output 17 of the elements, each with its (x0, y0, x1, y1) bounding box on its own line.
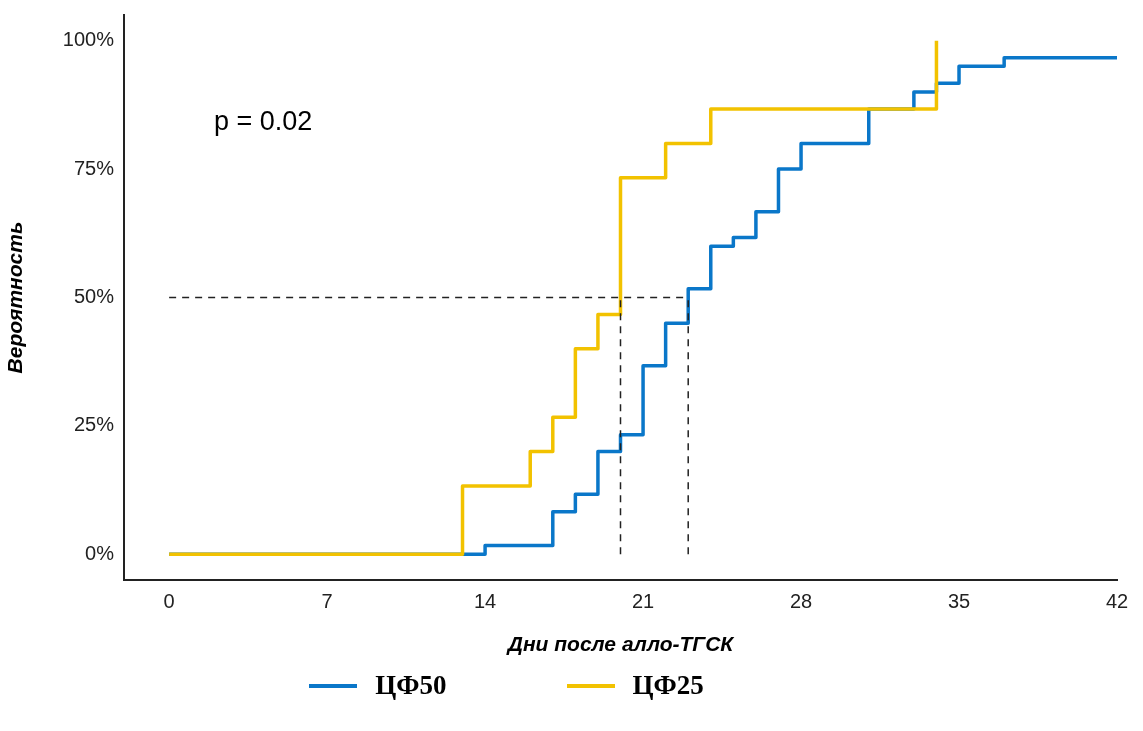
x-tick-label: 14 (473, 589, 497, 612)
y-tick-label: 100% (62, 28, 115, 51)
x-tick-label: 0 (163, 589, 175, 612)
x-axis-title: Дни после алло-ТГСК (505, 632, 736, 656)
y-tick-label: 50% (73, 285, 115, 308)
x-tick-label: 7 (321, 589, 333, 612)
x-tick-label: 21 (631, 589, 655, 612)
y-tick-label: 75% (73, 156, 115, 179)
x-tick-label: 35 (947, 589, 971, 612)
annotation: p = 0.02 (214, 106, 313, 137)
x-tick-label: 42 (1105, 589, 1129, 612)
y-tick-label: 25% (73, 413, 115, 436)
y-axis-title: Вероятность (3, 221, 27, 374)
x-tick-label: 28 (789, 589, 813, 612)
y-tick-label: 0% (85, 541, 115, 564)
legend-label: ЦФ25 (632, 670, 704, 701)
legend-label: ЦФ50 (375, 670, 447, 701)
